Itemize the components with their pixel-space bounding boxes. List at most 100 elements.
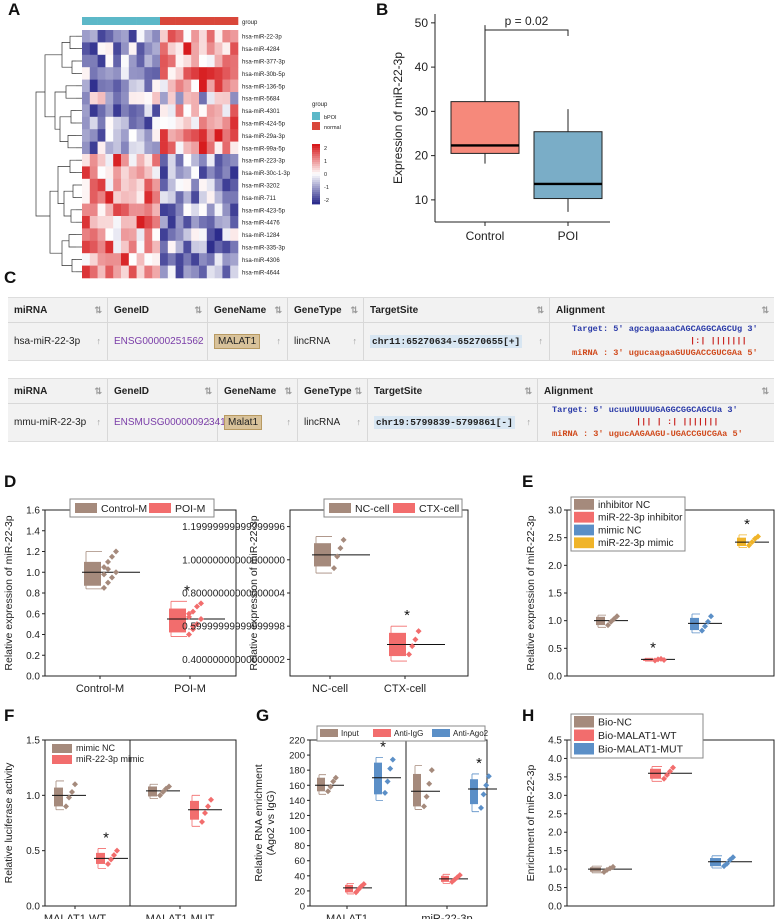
box	[169, 608, 186, 633]
x-tick-label: MALAT1	[326, 913, 368, 919]
table-header-row: miRNA ⇅ GeneID ⇅ GeneName ⇅ GeneType ⇅ Targe…	[8, 379, 774, 404]
sort-icon: ⇅	[761, 385, 769, 396]
x-tick-label: Control	[466, 229, 505, 243]
data-point	[667, 768, 673, 775]
legend-swatch	[373, 729, 391, 737]
significance-marker: *	[476, 755, 482, 772]
cell-genename: Malat1 ↑	[218, 403, 298, 441]
legend-label: miR-22-3p mimic	[76, 754, 145, 764]
sort-icon: ⇅	[536, 304, 544, 315]
data-point	[101, 564, 107, 571]
legend-swatch	[574, 716, 594, 728]
col-geneid[interactable]: GeneID ⇅	[108, 379, 218, 403]
data-point	[664, 772, 670, 779]
arrow-up-icon: ↑	[276, 336, 282, 346]
targetsite-value: chr11:65270634-65270655[+]	[370, 334, 523, 348]
box	[345, 884, 353, 893]
alignment-mirna: miRNA : 3' ugucAAGAAGU-UGACCGUCGAa 5'	[552, 429, 743, 439]
col-mirna-label: miRNA	[14, 304, 48, 316]
data-point	[166, 783, 172, 790]
col-alignment[interactable]: Alignment ⇅	[550, 298, 774, 322]
box	[533, 131, 603, 200]
geneid-link[interactable]: ENSG00000251562	[114, 335, 204, 347]
legend-swatch	[574, 537, 594, 549]
y-tick-label: 0.80000000000000004	[182, 589, 285, 600]
genename-badge: Malat1	[224, 414, 263, 430]
alignment-target: Target: 5' ucuuUUUUUGAGGCGGCAGCUa 3'	[552, 405, 738, 415]
legend-swatch	[574, 729, 594, 741]
data-point	[480, 791, 487, 798]
col-genename-label: GeneName	[224, 385, 277, 397]
data-point	[331, 565, 337, 572]
col-mirna[interactable]: miRNA ⇅	[8, 379, 108, 403]
data-point	[423, 793, 430, 800]
col-alignment[interactable]: Alignment ⇅	[538, 379, 774, 403]
box	[413, 773, 421, 807]
data-point	[109, 553, 115, 560]
table-row: mmu-miR-22-3p ↑ ENSMUSG00000092341 ↑ Malat…	[8, 403, 774, 441]
y-axis-label: Relative luciferase activity	[3, 762, 15, 884]
y-tick-label: 20	[294, 886, 305, 897]
col-genetype[interactable]: GeneType ⇅	[288, 298, 364, 322]
data-point	[194, 603, 200, 610]
legend-label: Input	[341, 729, 360, 738]
data-point	[186, 613, 192, 620]
data-point	[101, 584, 107, 591]
legend-label: mimic NC	[76, 743, 115, 753]
data-point	[409, 643, 416, 650]
significance-bracket	[484, 29, 569, 36]
legend-swatch	[75, 503, 97, 513]
data-point	[111, 852, 117, 859]
data-point	[421, 803, 427, 810]
sort-icon: ⇅	[761, 304, 769, 315]
significance-marker: *	[744, 516, 750, 533]
y-tick-label: 2.5	[548, 809, 562, 820]
y-tick-label: 0.0	[548, 672, 562, 683]
data-point	[426, 780, 433, 787]
col-genetype[interactable]: GeneType ⇅	[298, 379, 368, 403]
arrow-up-icon: ↑	[356, 417, 362, 427]
legend-label: CTX-cell	[419, 503, 459, 515]
y-tick-label: 1.0	[26, 568, 40, 579]
table-row: hsa-miR-22-3p ↑ ENSG00000251562 ↑ MALAT1 ↑ …	[8, 322, 774, 360]
y-tick-label: 0.2	[26, 651, 40, 662]
genetype-value: lincRNA	[304, 416, 341, 428]
data-point	[724, 860, 730, 867]
mirna-value: hsa-miR-22-3p	[14, 335, 81, 347]
col-genename[interactable]: GeneName ⇅	[208, 298, 288, 322]
y-tick-label: 4.5	[548, 736, 562, 747]
arrow-up-icon: ↑	[206, 417, 212, 427]
y-tick-label: 0.6	[26, 609, 40, 620]
data-point	[382, 789, 388, 796]
y-tick-label: 0.8	[26, 589, 40, 600]
data-point	[113, 548, 119, 555]
legend-swatch	[52, 744, 72, 753]
box	[374, 762, 382, 795]
data-point	[360, 881, 367, 888]
geneid-link[interactable]: ENSMUSG00000092341	[114, 416, 226, 428]
col-geneid-label: GeneID	[114, 385, 150, 397]
y-axis-label: Enrichment of miR-22-3p	[525, 764, 537, 881]
y-tick-label: 60	[294, 856, 305, 867]
x-tick-label: MALAT1 WT	[44, 913, 106, 919]
y-axis-label: (Ago2 vs IgG)	[265, 791, 277, 856]
data-point	[108, 856, 114, 863]
col-targetsite[interactable]: TargetSite ⇅	[364, 298, 550, 322]
legend-label: Bio-NC	[598, 717, 632, 729]
data-point	[105, 860, 111, 867]
col-geneid[interactable]: GeneID ⇅	[108, 298, 208, 322]
y-tick-label: 40	[294, 871, 305, 882]
data-point	[702, 623, 708, 630]
col-targetsite[interactable]: TargetSite ⇅	[368, 379, 538, 403]
data-point	[113, 569, 119, 576]
box	[650, 768, 661, 779]
y-axis-label: Relative expression of miR-22-3p	[248, 515, 260, 670]
legend-label: Anti-IgG	[394, 729, 423, 738]
x-tick-label: CTX-cell	[384, 683, 426, 695]
data-point	[332, 774, 339, 781]
x-tick-label: POI-M	[174, 683, 206, 695]
data-point	[63, 803, 69, 810]
col-mirna[interactable]: miRNA ⇅	[8, 298, 108, 322]
col-genename[interactable]: GeneName ⇅	[218, 379, 298, 403]
